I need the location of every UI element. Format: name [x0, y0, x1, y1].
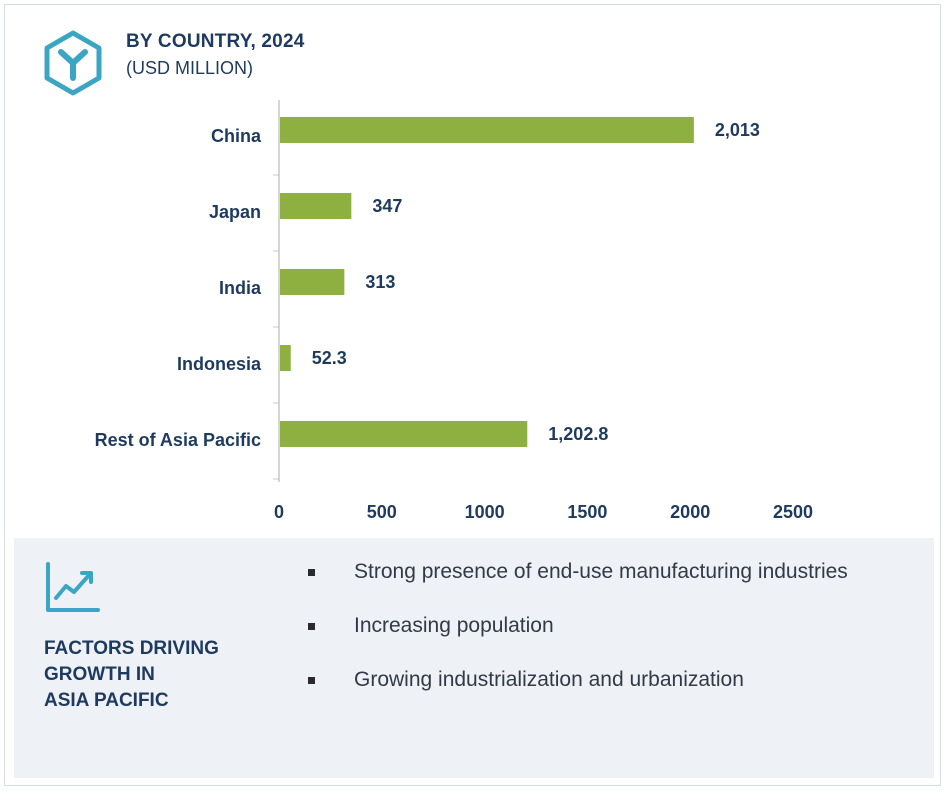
data-label: 52.3	[312, 348, 347, 368]
bullet-square-icon	[308, 677, 315, 684]
factors-title: FACTORS DRIVING GROWTH IN ASIA PACIFIC	[44, 636, 244, 714]
factors-title-line: GROWTH IN	[44, 664, 155, 685]
bar	[280, 421, 528, 447]
x-tick-label: 2000	[670, 502, 710, 522]
bar	[280, 345, 291, 371]
bar	[280, 269, 345, 295]
category-label: India	[219, 278, 262, 298]
chart-title: BY COUNTRY, 2024	[126, 31, 305, 52]
data-label: 2,013	[715, 120, 760, 140]
bar-chart: China 2,013 Japan 347 India 313 Indonesia 52.3 R…	[95, 100, 813, 522]
hexagon-y-logo-icon	[44, 30, 102, 96]
trend-chart-icon	[46, 562, 100, 612]
category-label: Rest of Asia Pacific	[95, 430, 261, 450]
x-tick-label: 0	[274, 502, 284, 522]
list-item-text: Growing industrialization and urbanizati…	[354, 668, 744, 691]
category-label: China	[211, 126, 262, 146]
bullet-square-icon	[308, 569, 315, 576]
list-item-text: Strong presence of end-use manufacturing…	[354, 560, 848, 583]
x-tick-label: 1500	[567, 502, 607, 522]
factors-title-line: FACTORS DRIVING	[44, 638, 219, 659]
bar	[280, 117, 694, 143]
x-tick-label: 2500	[773, 502, 813, 522]
category-label: Japan	[209, 202, 261, 222]
x-tick-label: 1000	[465, 502, 505, 522]
x-tick-label: 500	[367, 502, 397, 522]
chart-subtitle: (USD MILLION)	[126, 58, 254, 78]
factors-title-line: ASIA PACIFIC	[44, 690, 169, 711]
category-label: Indonesia	[177, 354, 262, 374]
list-item-text: Increasing population	[354, 614, 554, 637]
bar	[280, 193, 352, 219]
data-label: 1,202.8	[548, 424, 608, 444]
data-label: 313	[365, 272, 395, 292]
bullet-square-icon	[308, 623, 315, 630]
data-label: 347	[372, 196, 402, 216]
factors-panel	[14, 538, 934, 778]
